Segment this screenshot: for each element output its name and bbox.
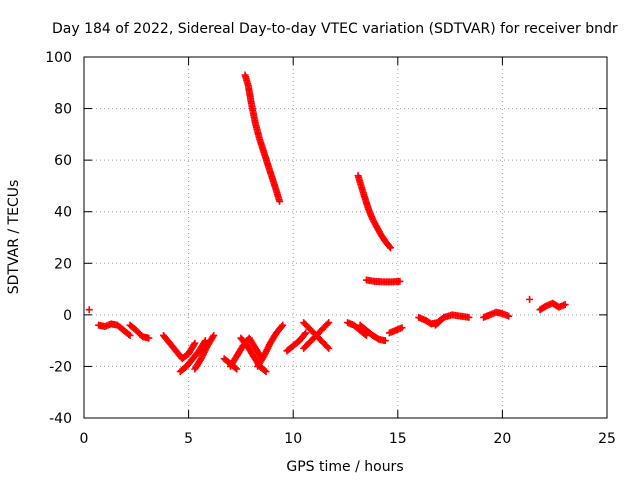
y-tick-label: 80 [54,102,72,118]
data-point [324,320,332,328]
data-point [126,331,134,339]
series-arc-14p6 [385,324,406,337]
series-arc-9p7 [283,329,310,355]
series-arc-0p7 [95,320,134,339]
data-point [325,319,333,327]
series-arc-16p8 [431,311,473,329]
data-point [381,337,389,345]
data-point [465,313,473,321]
series-arc-flat-13 [362,276,404,286]
x-tick-label: 15 [389,431,407,447]
data-point [190,341,198,349]
data-point [233,365,241,373]
data-point [386,244,394,252]
data-point [385,243,393,251]
series-arc-13p2 [356,321,389,345]
data-points [85,71,569,376]
data-point [301,330,309,338]
data-point [210,331,218,339]
data-point [396,277,404,285]
data-point [231,364,239,372]
data-point [324,343,332,351]
grid-lines [84,57,607,418]
data-point [526,295,534,303]
series-arc-21p8 [536,299,569,314]
data-point [278,322,286,330]
plot-frame [83,56,608,419]
x-tick-label: 10 [284,431,302,447]
data-point [125,330,133,338]
series-arc-5p3 [191,331,218,373]
data-point [191,339,199,347]
series-arc-high-2 [354,172,394,252]
series-arc-high-1 [241,71,284,205]
data-point [209,333,217,341]
data-point [279,321,287,329]
y-tick-label: 60 [54,153,72,169]
series-arc-3p8 [159,331,199,363]
data-point [398,324,406,332]
y-tick-label: 40 [54,205,72,221]
chart-title: Day 184 of 2022, Sidereal Day-to-day VTE… [52,21,618,37]
series-arc-8p3 [254,321,287,370]
series-arc-2p2 [126,321,153,342]
x-tick-label: 5 [184,431,193,447]
data-point [302,329,310,337]
data-point [145,334,153,342]
y-tick-label: -40 [49,411,72,427]
y-axis-label: SDTVAR / TECUs [6,180,22,295]
series-arc-cross-b [300,319,333,352]
data-point [261,367,269,375]
x-axis-label: GPS time / hours [286,459,403,475]
data-point [325,344,333,352]
axis-ticks: -40 -20 0 20 40 60 80 100 0 5 10 15 20 25 [45,50,616,447]
data-point [262,368,270,376]
y-tick-label: 0 [63,308,72,324]
y-tick-label: -20 [49,359,72,375]
data-point [276,197,284,205]
x-tick-label: 25 [598,431,616,447]
x-tick-label: 20 [493,431,511,447]
y-tick-label: 100 [45,50,72,66]
series-arc-19p1 [480,308,513,321]
x-tick-label: 0 [80,431,89,447]
y-tick-label: 20 [54,256,72,272]
data-point [85,306,93,314]
data-point [505,312,513,320]
data-point [561,301,569,309]
